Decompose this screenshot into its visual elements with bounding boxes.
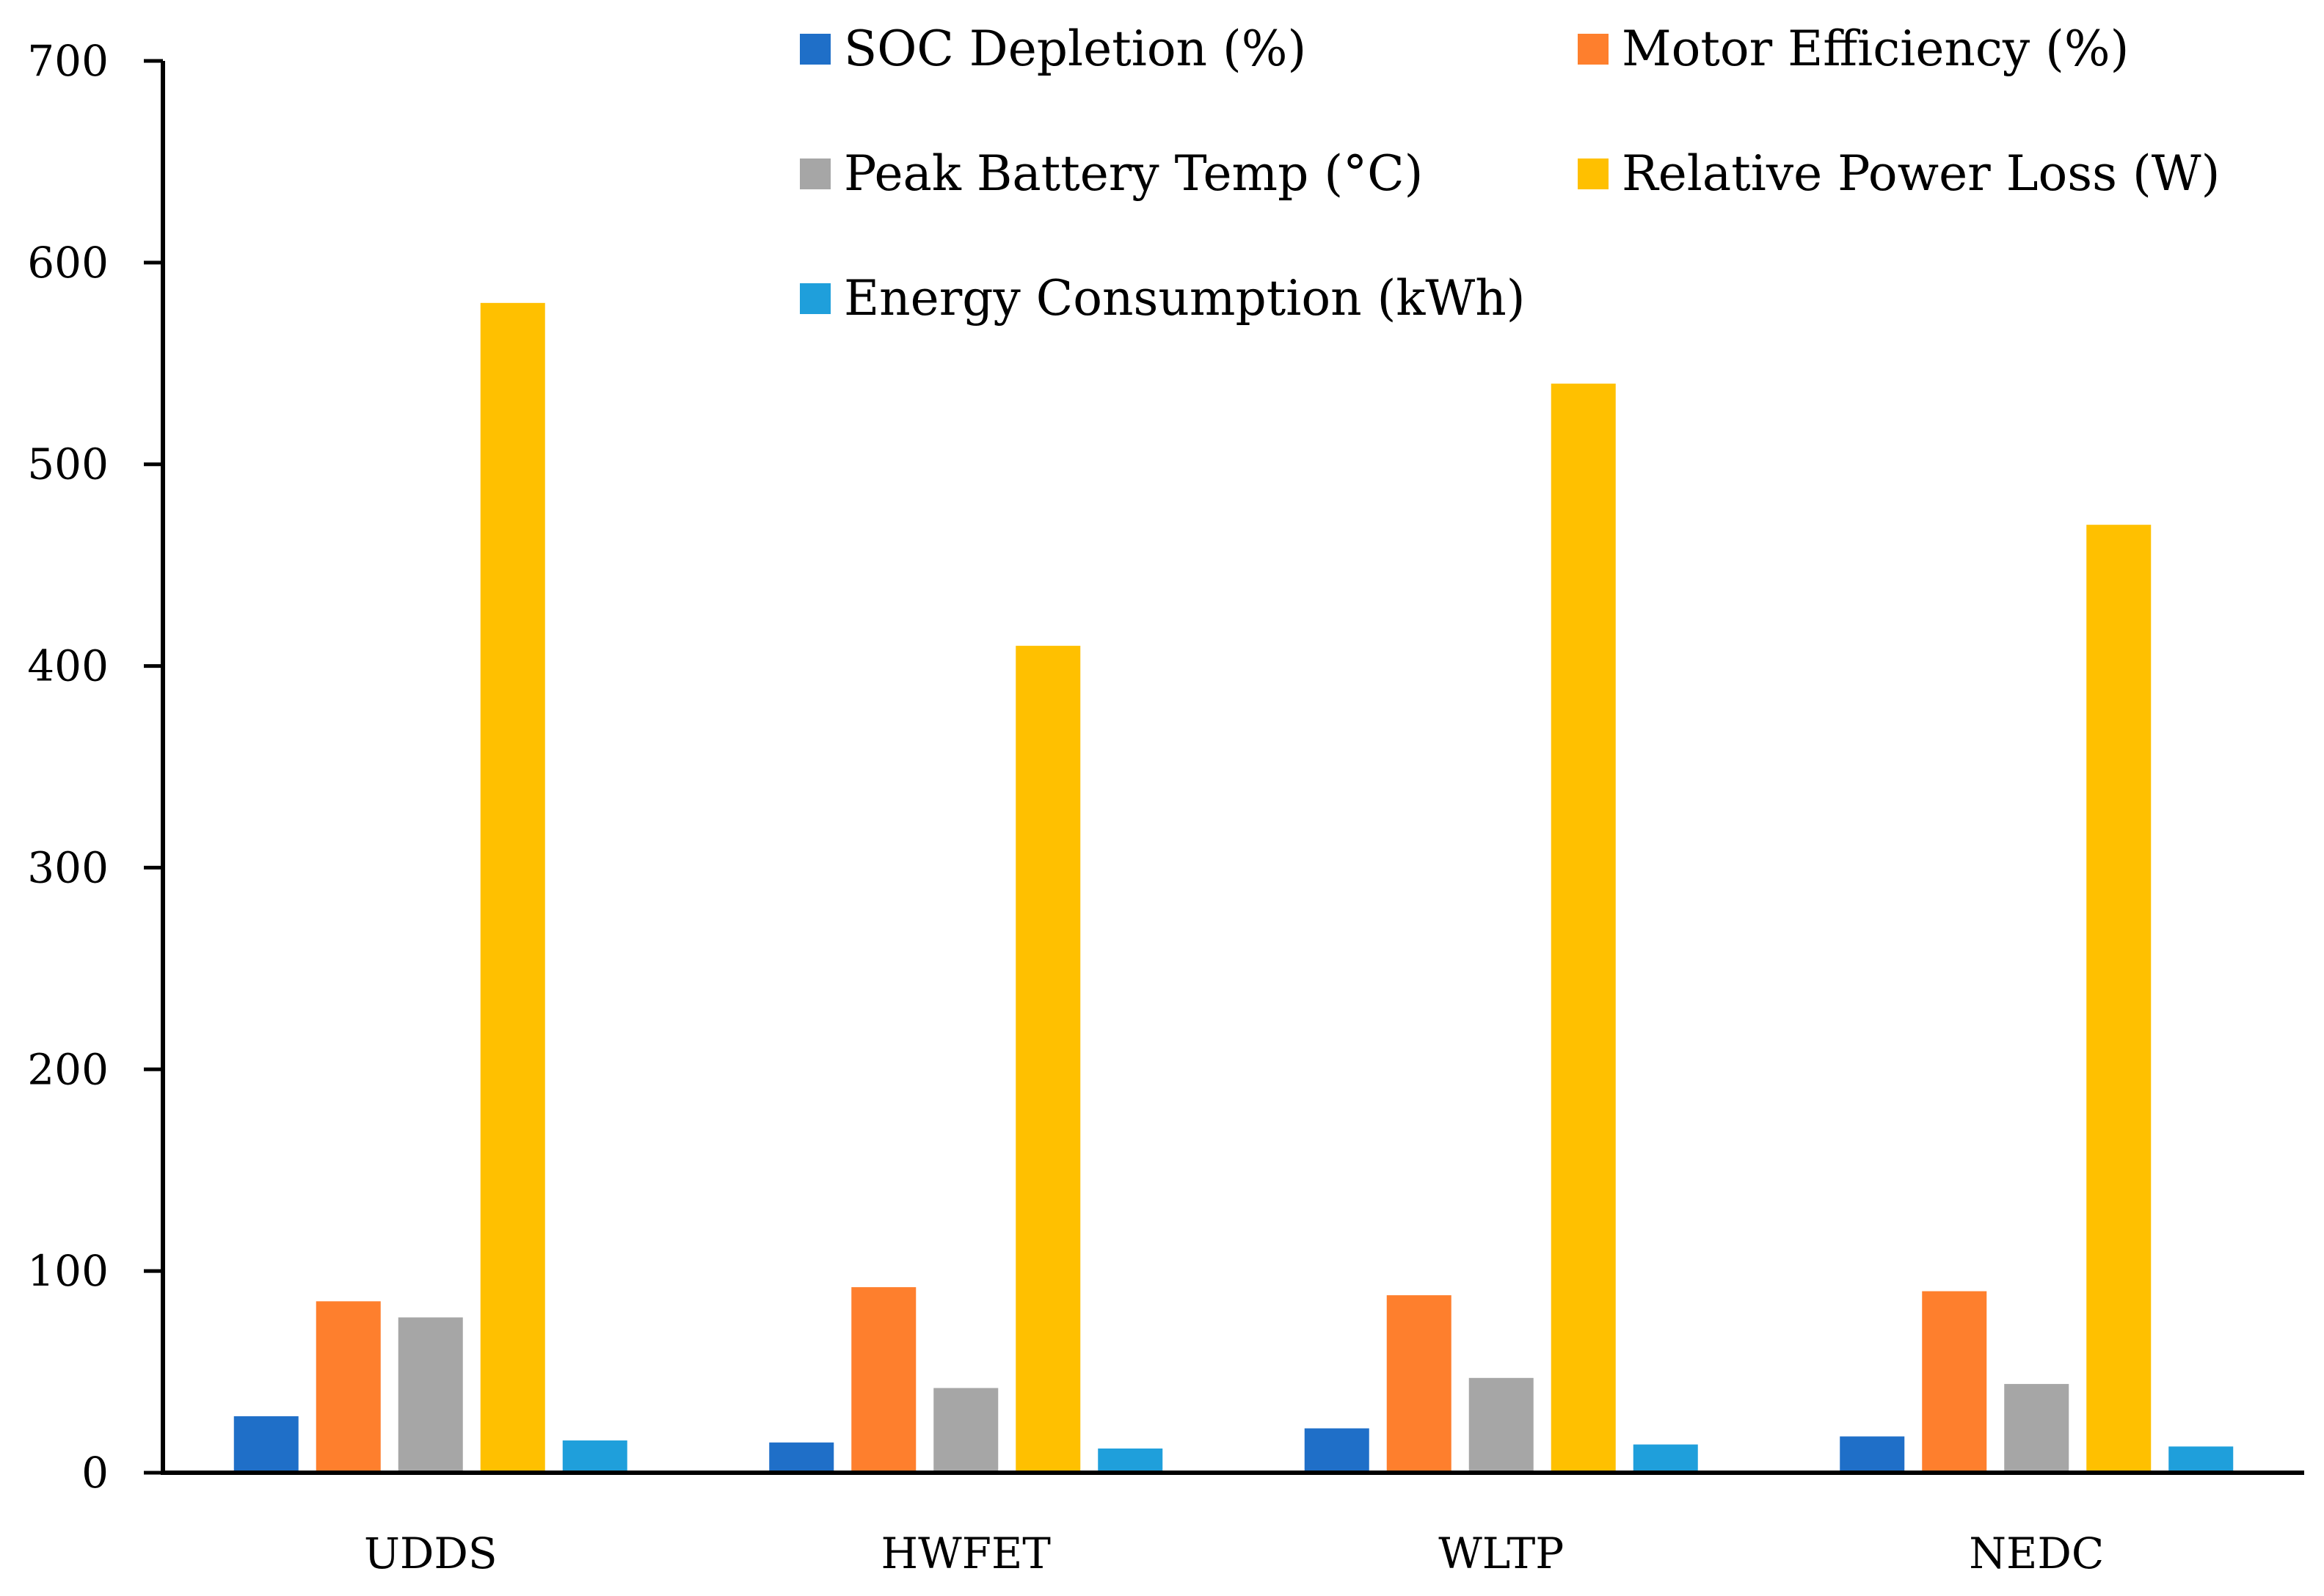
bar-hwfet-series-4 xyxy=(1016,646,1081,1473)
y-tick-label-300: 300 xyxy=(27,842,109,892)
legend-label-5: Energy Consumption (kWh) xyxy=(844,270,1525,327)
x-tick-label-nedc: NEDC xyxy=(1969,1528,2104,1578)
y-tick-label-400: 400 xyxy=(27,641,109,691)
y-tick-label-500: 500 xyxy=(27,440,109,489)
legend-swatch-5 xyxy=(800,283,831,314)
legend-label-1: SOC Depletion (%) xyxy=(844,21,1306,77)
y-tick-label-700: 700 xyxy=(27,36,109,86)
bar-udds-series-2 xyxy=(316,1301,381,1473)
bar-udds-series-1 xyxy=(233,1416,299,1473)
legend-item-5: Energy Consumption (kWh) xyxy=(800,270,1525,327)
bar-hwfet-series-2 xyxy=(851,1287,917,1473)
bar-udds-series-4 xyxy=(480,302,545,1473)
x-tick-label-udds: UDDS xyxy=(364,1528,498,1578)
y-axis-ticks: 0 100 200 300 400 500 600 700 xyxy=(27,36,163,1498)
y-tick-label-0: 0 xyxy=(81,1448,109,1498)
bar-wltp-series-2 xyxy=(1386,1295,1451,1473)
y-tick-label-100: 100 xyxy=(27,1246,109,1296)
bar-wltp-series-3 xyxy=(1468,1377,1534,1473)
legend-swatch-2 xyxy=(1578,34,1609,65)
y-tick-label-200: 200 xyxy=(27,1044,109,1094)
bar-wltp-series-1 xyxy=(1304,1428,1369,1473)
x-tick-label-wltp: WLTP xyxy=(1438,1528,1564,1578)
legend-item-1: SOC Depletion (%) xyxy=(800,21,1306,77)
bar-nedc-series-2 xyxy=(1922,1291,1987,1473)
legend-swatch-1 xyxy=(800,34,831,65)
legend-label-3: Peak Battery Temp (°C) xyxy=(844,145,1423,202)
legend-swatch-3 xyxy=(800,158,831,189)
legend-item-4: Relative Power Loss (W) xyxy=(1578,145,2220,202)
legend: SOC Depletion (%) Motor Efficiency (%) Pea… xyxy=(800,21,2220,327)
bar-udds-series-5 xyxy=(562,1440,627,1473)
legend-label-4: Relative Power Loss (W) xyxy=(1622,145,2220,202)
bar-hwfet-series-1 xyxy=(769,1442,834,1473)
bar-nedc-series-1 xyxy=(1840,1436,1905,1473)
x-tick-label-hwfet: HWFET xyxy=(881,1528,1052,1578)
bar-hwfet-series-3 xyxy=(933,1388,999,1473)
legend-swatch-4 xyxy=(1578,158,1609,189)
bar-nedc-series-4 xyxy=(2086,525,2152,1473)
bar-nedc-series-5 xyxy=(2168,1446,2234,1473)
bar-wltp-series-5 xyxy=(1633,1444,1698,1473)
legend-item-2: Motor Efficiency (%) xyxy=(1578,21,2129,77)
legend-label-2: Motor Efficiency (%) xyxy=(1622,21,2129,77)
bar-wltp-series-4 xyxy=(1551,383,1616,1473)
bars-layer xyxy=(233,302,2234,1473)
y-tick-label-600: 600 xyxy=(27,238,109,288)
bar-nedc-series-3 xyxy=(2004,1384,2069,1473)
x-axis-ticks: UDDS HWFET WLTP NEDC xyxy=(364,1528,2104,1578)
bar-hwfet-series-5 xyxy=(1098,1449,1163,1473)
axes-layer xyxy=(161,61,2304,1475)
bar-udds-series-3 xyxy=(398,1317,463,1473)
legend-item-3: Peak Battery Temp (°C) xyxy=(800,145,1423,202)
